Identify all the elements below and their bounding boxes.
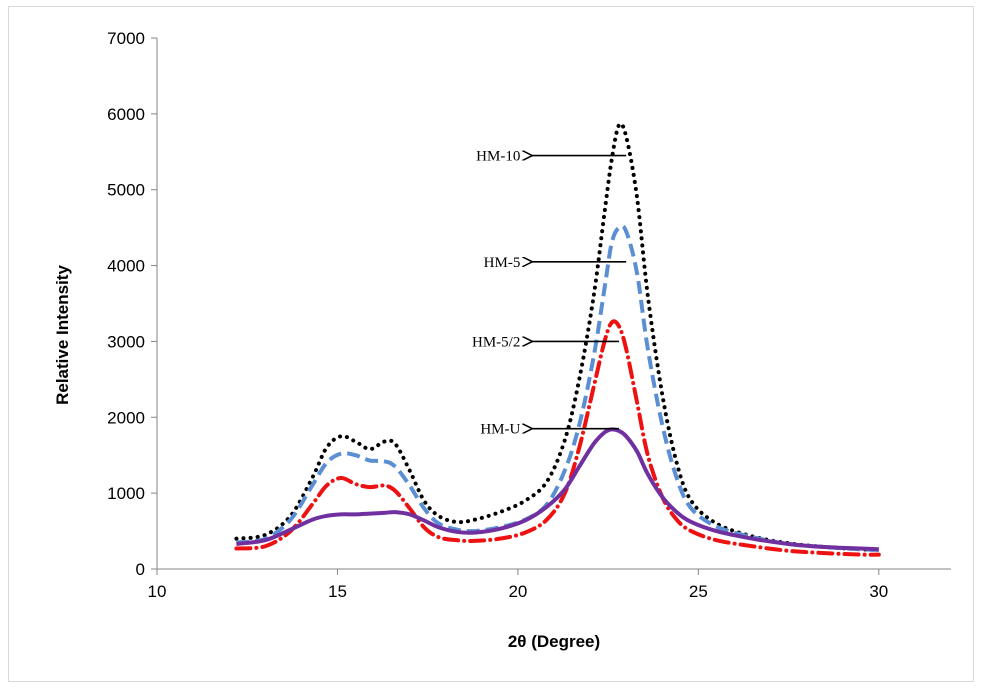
axes: 0 1000 2000 3000 4000 5000 6000 7000 10 15 20 25 30 bbox=[107, 29, 951, 601]
series-line-hm-5-2 bbox=[234, 319, 881, 557]
series-line-hm-5 bbox=[236, 223, 879, 553]
series-line-hm-u bbox=[236, 427, 879, 552]
annotation-label: HM-5 bbox=[484, 255, 521, 271]
series-line-hm-10 bbox=[234, 121, 881, 553]
y-tick-label: 6000 bbox=[107, 105, 145, 124]
annotations: HM-10 HM-5 HM-5/2 HM-U bbox=[472, 149, 627, 438]
x-tick-label: 20 bbox=[508, 582, 527, 601]
x-tick-label: 10 bbox=[148, 582, 167, 601]
annotation-label: HM-U bbox=[480, 422, 520, 438]
x-tick-label: 15 bbox=[328, 582, 347, 601]
x-tick-label: 25 bbox=[689, 582, 708, 601]
y-tick-label: 0 bbox=[136, 560, 145, 579]
series-group bbox=[234, 121, 881, 557]
y-tick-label: 1000 bbox=[107, 484, 145, 503]
y-tick-label: 5000 bbox=[107, 181, 145, 200]
x-tick-label: 30 bbox=[869, 582, 888, 601]
x-axis-title: 2θ (Degree) bbox=[508, 632, 600, 651]
y-tick-label: 4000 bbox=[107, 257, 145, 276]
y-tick-label: 2000 bbox=[107, 408, 145, 427]
y-axis-title: Relative Intensity bbox=[53, 265, 72, 405]
y-tick-label: 3000 bbox=[107, 332, 145, 351]
annotation-label: HM-10 bbox=[476, 149, 520, 165]
y-tick-label: 7000 bbox=[107, 29, 145, 48]
annotation-label: HM-5/2 bbox=[472, 334, 520, 350]
